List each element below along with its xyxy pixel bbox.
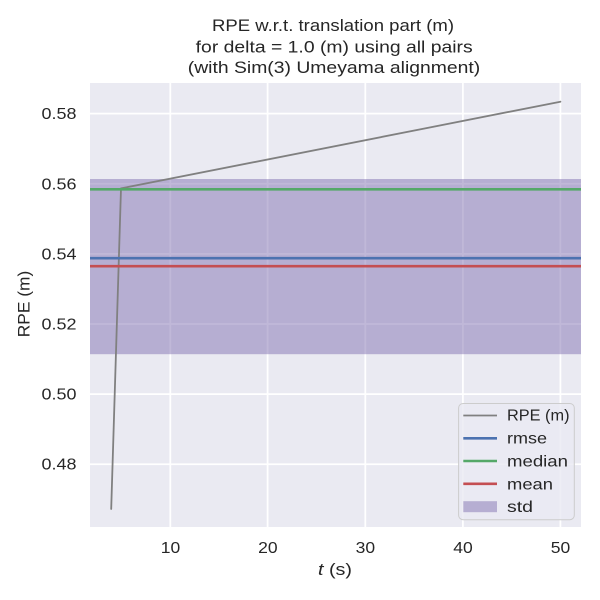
svg-text:50: 50 (551, 540, 571, 557)
svg-text:RPE (m): RPE (m) (507, 408, 570, 425)
svg-text:t (s): t (s) (318, 561, 352, 579)
svg-text:10: 10 (161, 540, 181, 557)
svg-text:0.48: 0.48 (42, 457, 77, 474)
svg-text:0.52: 0.52 (42, 316, 77, 333)
svg-text:RPE w.r.t. translation part (m: RPE w.r.t. translation part (m) (212, 17, 454, 35)
svg-text:mean: mean (507, 476, 553, 493)
svg-text:RPE (m): RPE (m) (16, 271, 34, 338)
svg-text:30: 30 (356, 540, 376, 557)
svg-text:std: std (507, 499, 533, 516)
svg-text:40: 40 (453, 540, 473, 557)
svg-text:0.58: 0.58 (42, 106, 77, 123)
svg-text:rmse: rmse (507, 431, 547, 448)
svg-text:median: median (507, 453, 568, 470)
svg-text:0.56: 0.56 (42, 176, 77, 193)
svg-text:for delta = 1.0 (m) using all: for delta = 1.0 (m) using all pairs (196, 39, 473, 57)
svg-text:(with Sim(3) Umeyama alignment: (with Sim(3) Umeyama alignment) (188, 59, 481, 77)
svg-text:0.54: 0.54 (42, 246, 77, 263)
svg-text:0.50: 0.50 (42, 387, 77, 404)
svg-text:20: 20 (258, 540, 278, 557)
